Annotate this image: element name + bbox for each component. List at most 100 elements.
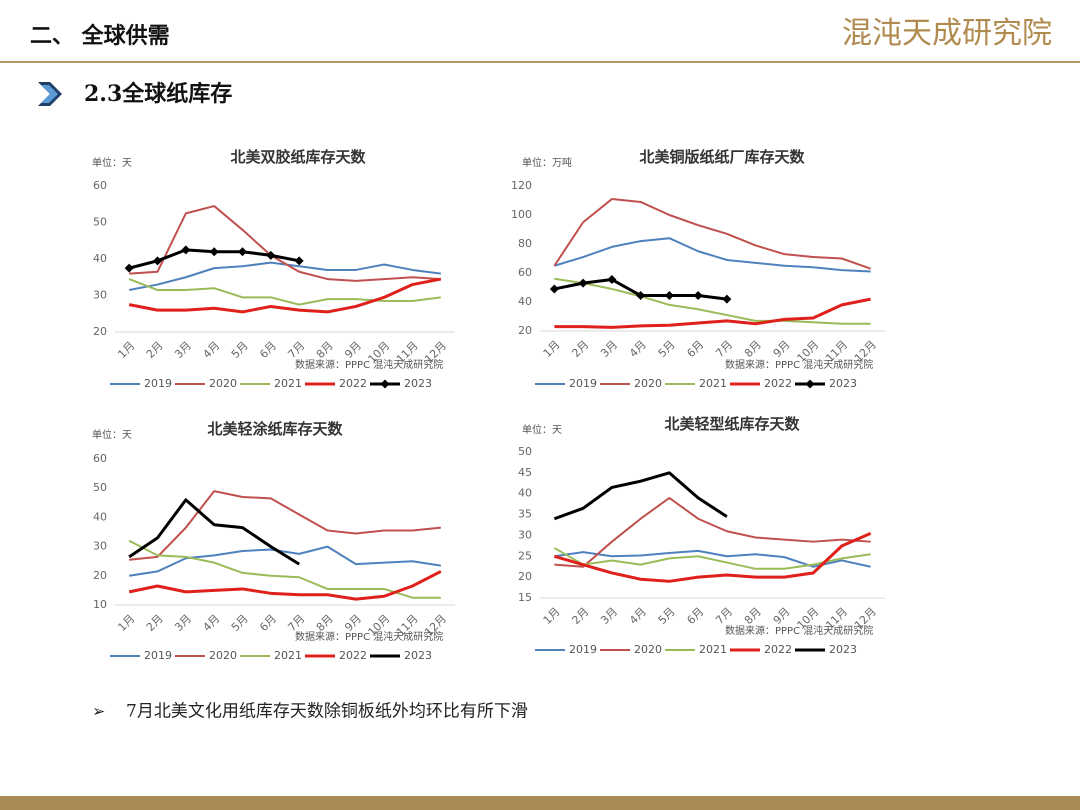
x-tick-label: 5月 xyxy=(229,339,251,361)
x-tick-label: 8月 xyxy=(742,605,764,627)
legend-label: 2023 xyxy=(404,377,432,390)
x-tick-label: 6月 xyxy=(684,338,706,360)
x-tick-label: 6月 xyxy=(684,605,706,627)
bullet-text: 7月北美文化用纸库存天数除铜板纸外均环比有所下滑 xyxy=(126,702,528,722)
legend-label: 2021 xyxy=(274,649,302,662)
point-marker xyxy=(636,290,646,300)
legend-label: 2020 xyxy=(634,377,662,390)
legend-label: 2020 xyxy=(209,377,237,390)
y-tick-label: 20 xyxy=(93,569,107,582)
x-tick-label: 3月 xyxy=(172,612,194,634)
y-tick-label: 40 xyxy=(93,252,107,265)
y-tick-label: 30 xyxy=(518,528,532,541)
point-marker xyxy=(238,247,247,257)
unit-label: 单位：天 xyxy=(92,156,132,169)
x-tick-label: 9月 xyxy=(771,338,793,360)
x-tick-label: 5月 xyxy=(229,612,251,634)
x-tick-label: 3月 xyxy=(598,338,620,360)
point-marker xyxy=(153,256,162,266)
x-tick-label: 6月 xyxy=(257,612,279,634)
point-marker xyxy=(266,250,276,260)
y-tick-label: 15 xyxy=(518,591,532,604)
series-line xyxy=(554,496,871,568)
point-marker xyxy=(209,247,219,257)
x-tick-label: 1月 xyxy=(541,338,563,360)
series-line xyxy=(553,547,871,570)
x-tick-label: 9月 xyxy=(342,612,364,634)
y-tick-label: 40 xyxy=(93,510,107,523)
unit-label: 单位：天 xyxy=(522,423,562,436)
y-tick-label: 40 xyxy=(518,487,532,500)
x-tick-label: 4月 xyxy=(627,605,649,627)
chart-title: 北美铜版纸纸厂库存天数 xyxy=(639,148,805,166)
x-tick-label: 7月 xyxy=(285,339,307,361)
x-tick-label: 2月 xyxy=(569,338,591,360)
legend-label: 2020 xyxy=(209,649,237,662)
series-line xyxy=(554,297,871,329)
x-tick-label: 3月 xyxy=(172,339,194,361)
x-tick-label: 3月 xyxy=(598,605,620,627)
series-line xyxy=(129,545,441,577)
series-line xyxy=(128,570,442,601)
series-line xyxy=(553,531,872,583)
point-marker xyxy=(549,284,559,294)
source-note: 数据来源：PPPC 混沌天成研究院 xyxy=(295,630,443,643)
legend-label: 2022 xyxy=(339,649,367,662)
y-tick-label: 50 xyxy=(518,445,532,458)
series-line xyxy=(128,278,441,306)
legend-label: 2019 xyxy=(144,649,172,662)
y-tick-label: 20 xyxy=(93,325,107,338)
x-tick-label: 1月 xyxy=(115,339,137,361)
x-tick-label: 8月 xyxy=(742,338,764,360)
legend-label: 2020 xyxy=(634,643,662,656)
y-tick-label: 30 xyxy=(93,540,107,553)
x-tick-label: 7月 xyxy=(713,605,735,627)
x-tick-label: 4月 xyxy=(200,339,222,361)
series-line xyxy=(128,261,441,292)
point-marker xyxy=(664,290,674,300)
series-line xyxy=(554,277,871,325)
legend-label: 2019 xyxy=(569,643,597,656)
y-tick-label: 60 xyxy=(518,266,532,279)
x-tick-label: 1月 xyxy=(115,612,137,634)
source-note: 数据来源：PPPC 混沌天成研究院 xyxy=(725,358,873,371)
subtitle: 2.3全球纸库存 xyxy=(84,81,232,107)
y-tick-label: 40 xyxy=(518,295,532,308)
x-tick-label: 8月 xyxy=(314,612,336,634)
legend-label: 2021 xyxy=(274,377,302,390)
y-tick-label: 60 xyxy=(93,452,107,465)
footer-band xyxy=(0,796,1080,810)
point-marker xyxy=(607,275,617,285)
logo: 混沌天成研究院 xyxy=(842,16,1052,51)
point-marker xyxy=(181,245,191,255)
series-line xyxy=(129,490,441,561)
point-marker xyxy=(294,256,304,266)
legend-label: 2023 xyxy=(404,649,432,662)
y-tick-label: 45 xyxy=(518,466,532,479)
x-tick-label: 7月 xyxy=(285,612,307,634)
series-line xyxy=(554,237,871,273)
y-tick-label: 20 xyxy=(518,324,532,337)
x-tick-label: 4月 xyxy=(627,338,649,360)
unit-label: 单位：万吨 xyxy=(522,156,572,169)
y-tick-label: 100 xyxy=(511,208,532,221)
x-tick-label: 2月 xyxy=(144,339,166,361)
legend-label: 2021 xyxy=(699,643,727,656)
x-tick-label: 4月 xyxy=(200,612,222,634)
x-tick-label: 2月 xyxy=(144,612,166,634)
legend-label: 2021 xyxy=(699,377,727,390)
legend-marker xyxy=(380,379,390,389)
section-title: 二、 全球供需 xyxy=(30,23,170,49)
series-line xyxy=(554,549,871,568)
point-marker xyxy=(722,294,732,304)
series-line xyxy=(553,471,728,521)
source-note: 数据来源：PPPC 混沌天成研究院 xyxy=(725,624,873,637)
chart-title: 北美轻涂纸库存天数 xyxy=(207,420,343,438)
point-marker xyxy=(578,278,588,288)
legend-label: 2023 xyxy=(829,377,857,390)
y-tick-label: 120 xyxy=(511,179,532,192)
series-line xyxy=(553,198,871,270)
x-tick-label: 1月 xyxy=(541,605,563,627)
x-tick-label: 8月 xyxy=(314,339,336,361)
x-tick-label: 2月 xyxy=(569,605,591,627)
